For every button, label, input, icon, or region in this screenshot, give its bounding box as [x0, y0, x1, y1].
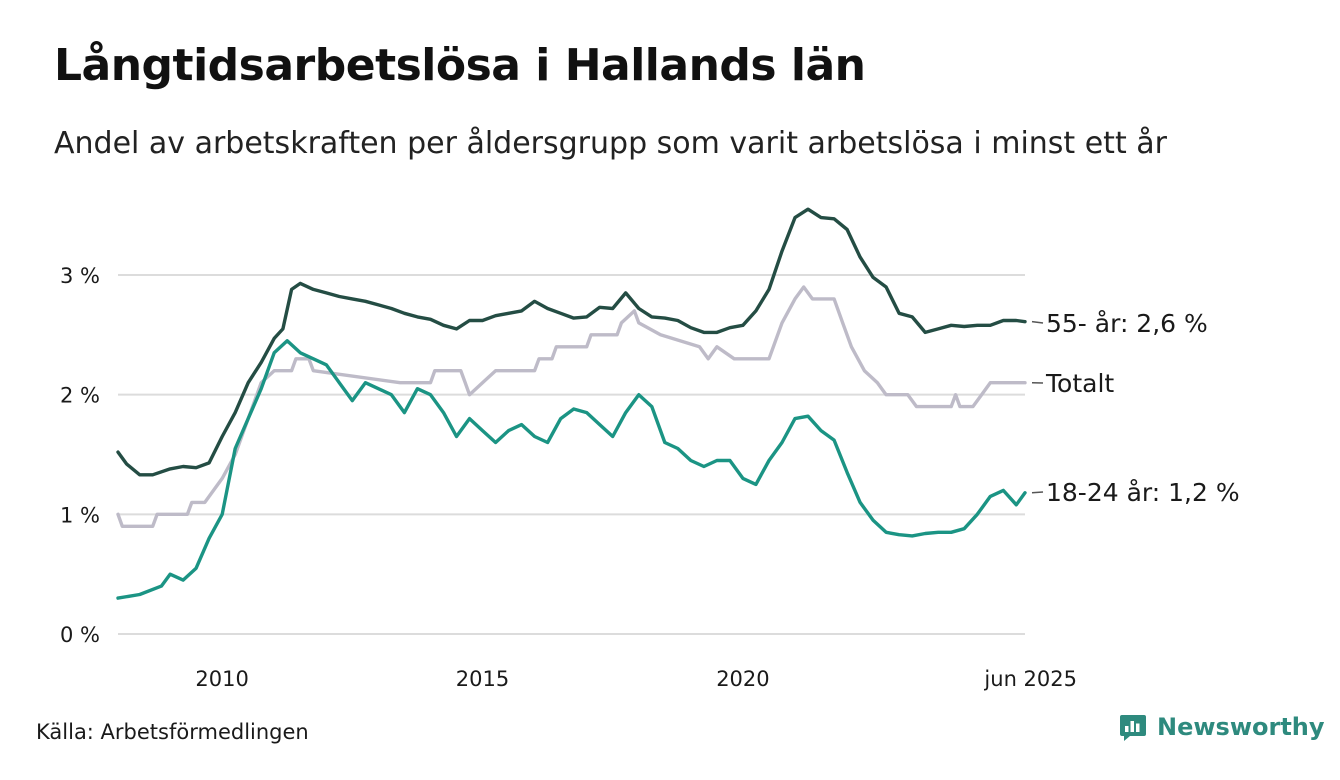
source-note: Källa: Arbetsförmedlingen [36, 720, 309, 744]
end-label-leader [1031, 320, 1044, 324]
y-tick-label: 3 % [60, 264, 100, 288]
line-chart: 0 % 1 % 2 % 3 % 2010 2015 2020 jun 2025 55- år: … [60, 207, 1240, 691]
bar-chart-logo-icon [1120, 715, 1146, 741]
x-tick-label: jun 2025 [983, 667, 1077, 691]
brand-name: Newsworthy [1157, 713, 1325, 741]
chart-subtitle: Andel av arbetskraften per åldersgrupp s… [54, 126, 1167, 161]
x-tick-label: 2010 [195, 667, 248, 691]
y-tick-label: 2 % [60, 384, 100, 408]
x-tick-label: 2020 [716, 667, 769, 691]
y-tick-label: 0 % [60, 623, 100, 647]
end-label: 18-24 år: 1,2 % [1046, 478, 1240, 507]
end-label: 55- år: 2,6 % [1046, 309, 1208, 338]
y-tick-label: 1 % [60, 503, 100, 527]
series-line-18-24-r [116, 339, 1027, 600]
end-label-leader [1031, 491, 1044, 494]
end-label: Totalt [1045, 369, 1114, 398]
series-line-55-r [116, 207, 1027, 477]
chart-title: Långtidsarbetslösa i Hallands län [54, 40, 866, 91]
newsworthy-logo: Newsworthy [1118, 712, 1325, 742]
x-tick-label: 2015 [456, 667, 509, 691]
